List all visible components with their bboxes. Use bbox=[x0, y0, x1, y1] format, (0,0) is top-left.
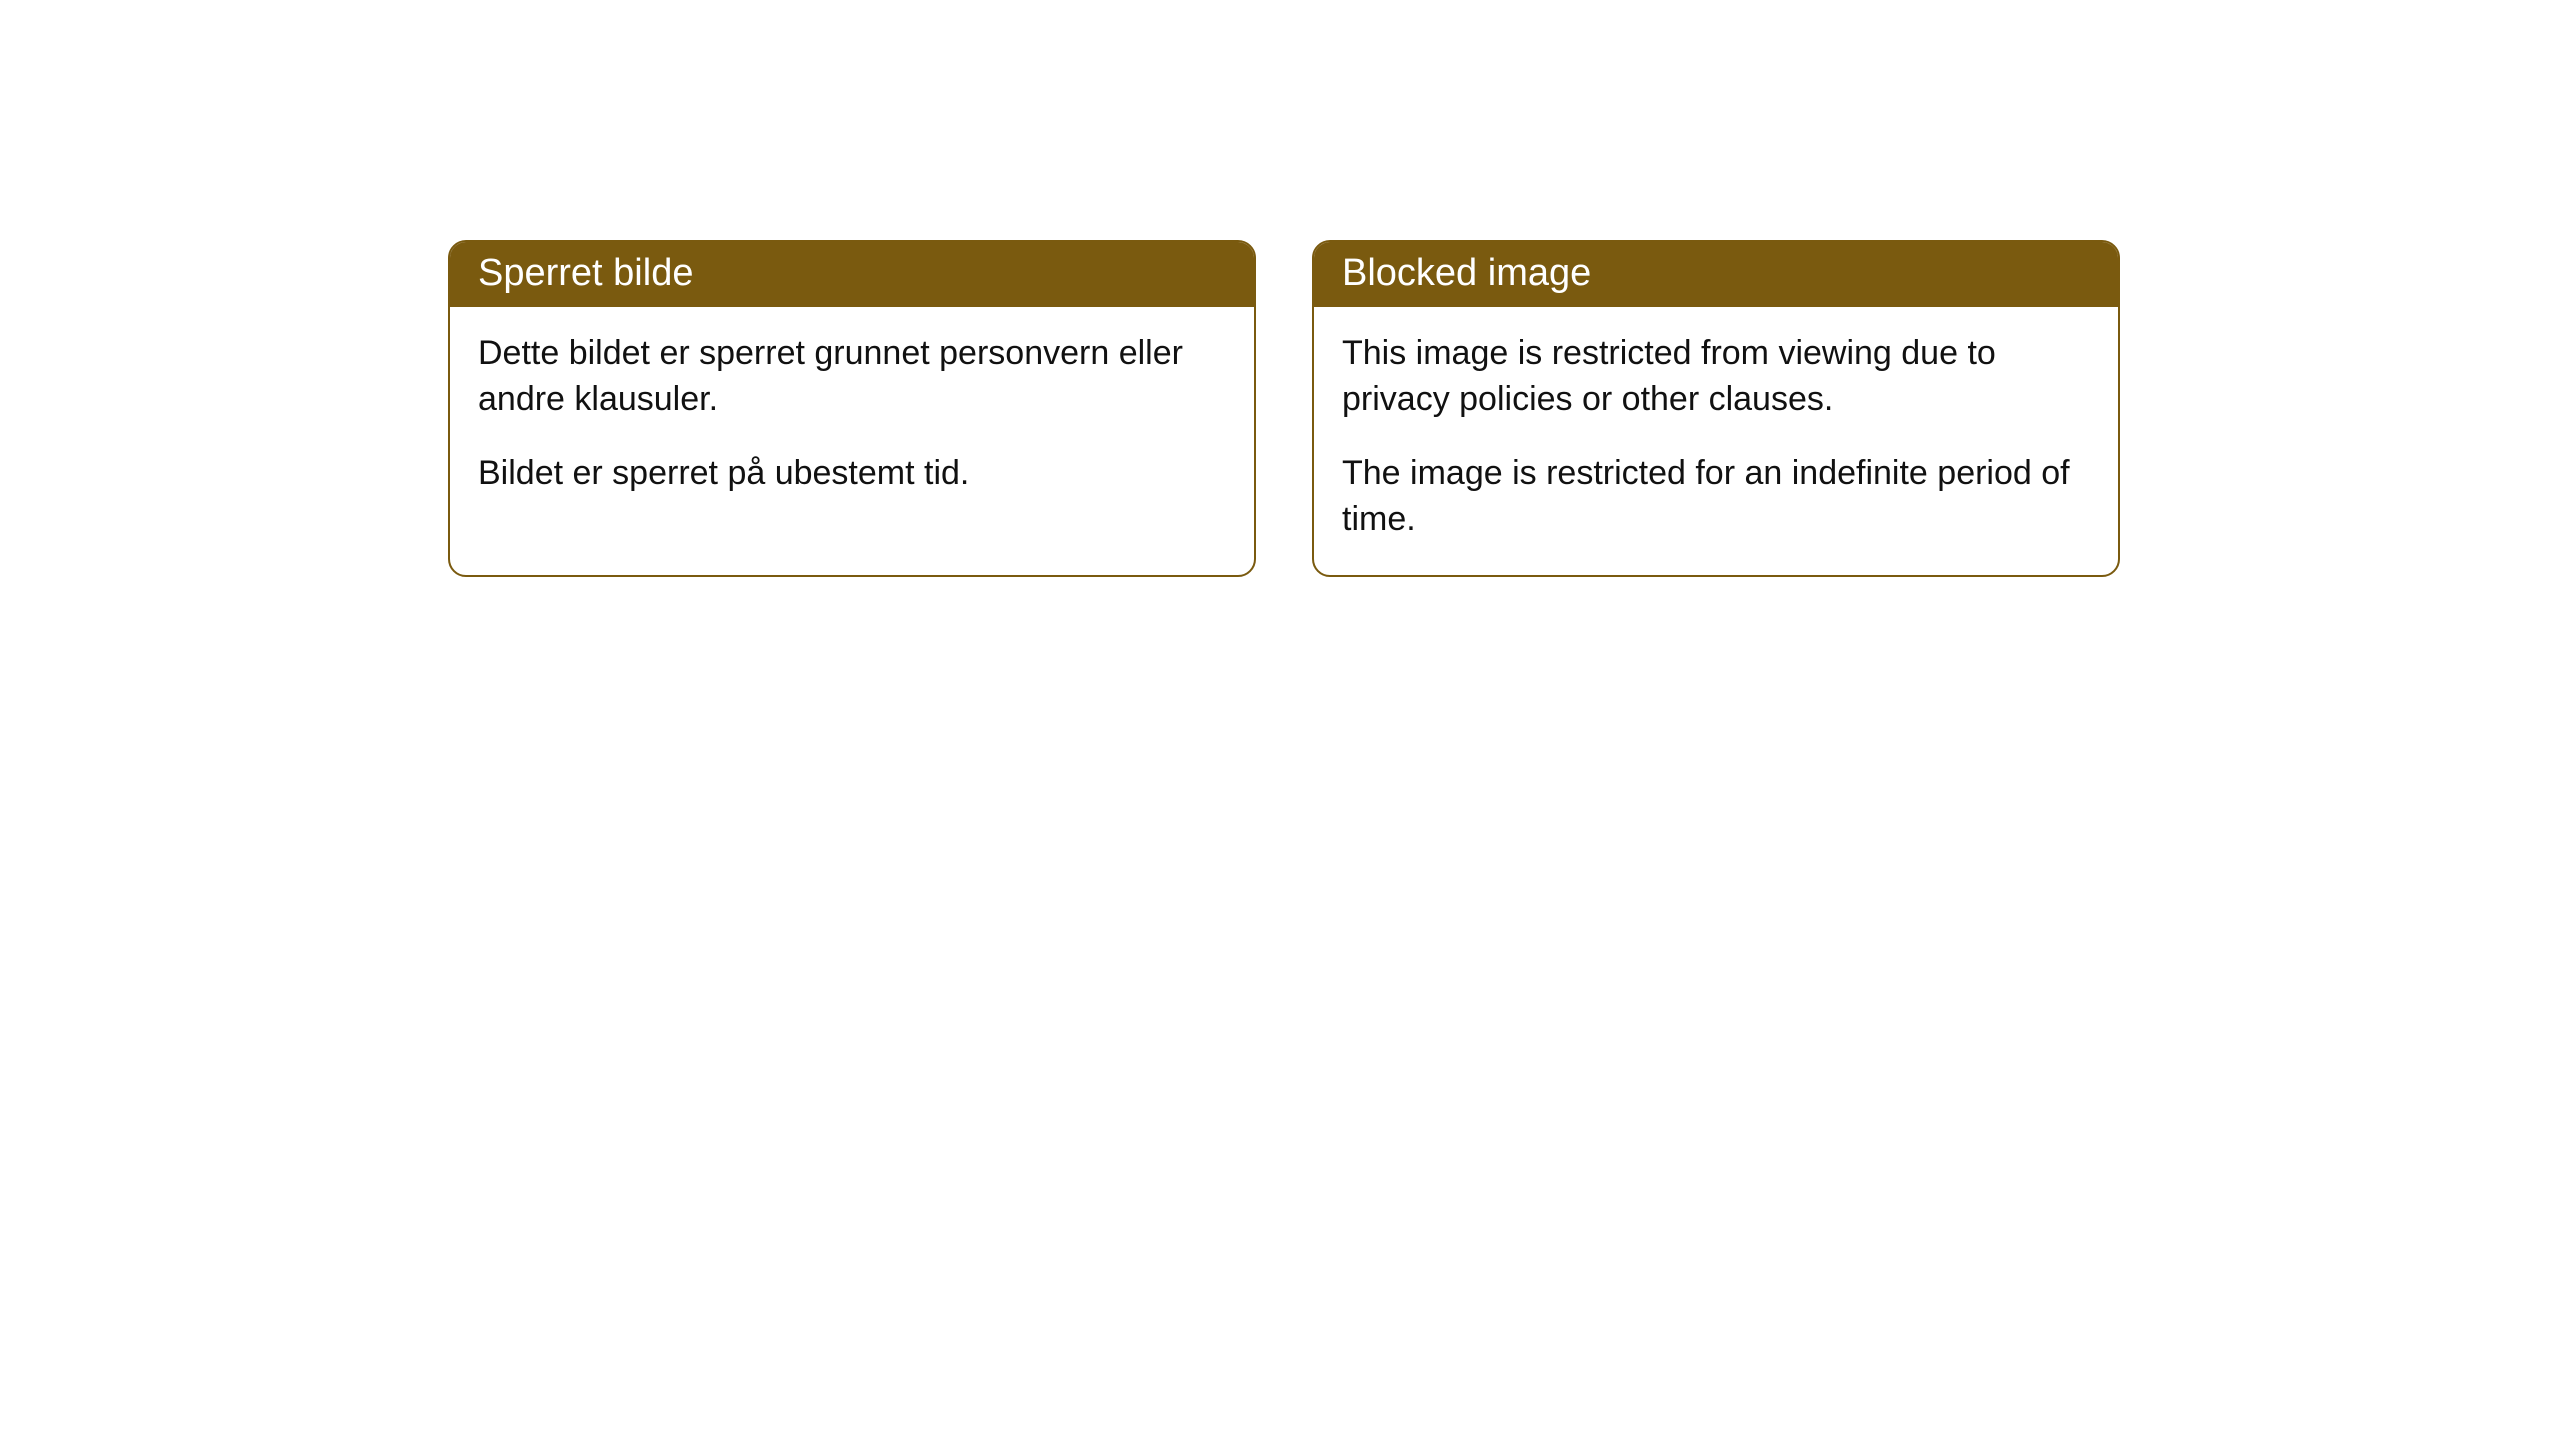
card-body-en: This image is restricted from viewing du… bbox=[1314, 307, 2118, 575]
blocked-image-card-en: Blocked image This image is restricted f… bbox=[1312, 240, 2120, 577]
card-title-no: Sperret bilde bbox=[450, 242, 1254, 307]
card-paragraph-1-no: Dette bildet er sperret grunnet personve… bbox=[478, 331, 1226, 423]
notice-container: Sperret bilde Dette bildet er sperret gr… bbox=[0, 0, 2560, 577]
card-paragraph-1-en: This image is restricted from viewing du… bbox=[1342, 331, 2090, 423]
blocked-image-card-no: Sperret bilde Dette bildet er sperret gr… bbox=[448, 240, 1256, 577]
card-paragraph-2-no: Bildet er sperret på ubestemt tid. bbox=[478, 451, 1226, 497]
card-body-no: Dette bildet er sperret grunnet personve… bbox=[450, 307, 1254, 529]
card-title-en: Blocked image bbox=[1314, 242, 2118, 307]
card-paragraph-2-en: The image is restricted for an indefinit… bbox=[1342, 451, 2090, 543]
